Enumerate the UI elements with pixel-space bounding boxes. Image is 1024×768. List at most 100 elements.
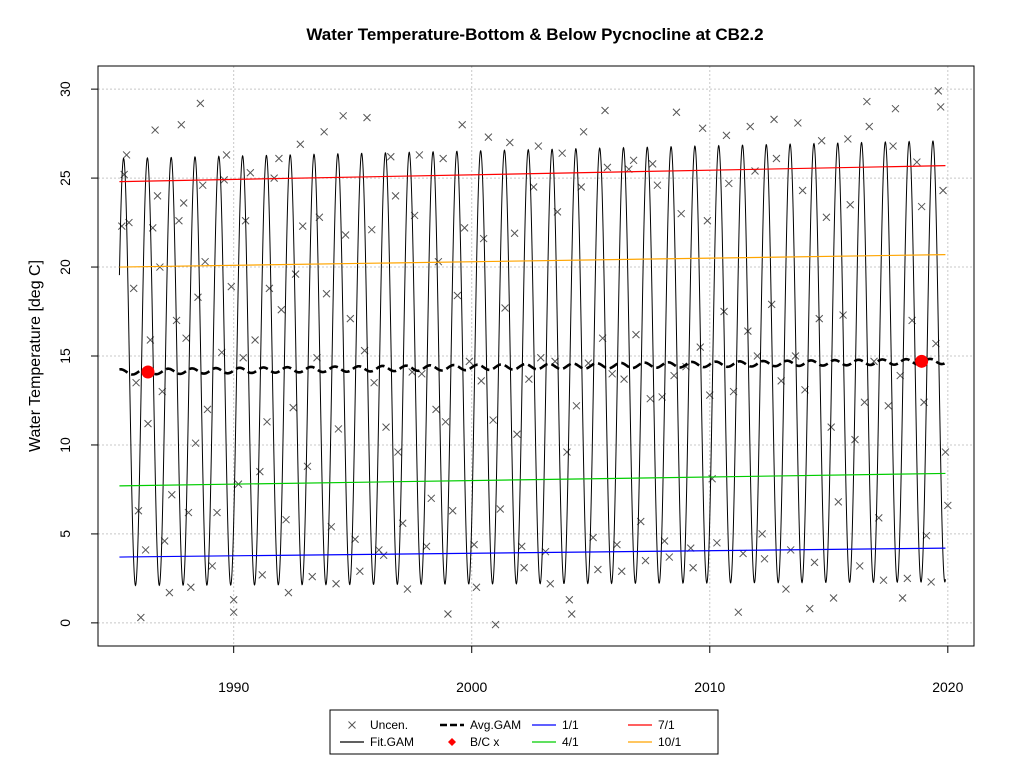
uncensored-point (682, 362, 690, 371)
uncensored-point (641, 556, 650, 565)
uncensored-point (782, 585, 790, 593)
legend-label: Uncen. (370, 718, 408, 732)
y-tick-label: 30 (57, 81, 73, 97)
uncensored-point (698, 124, 707, 133)
uncensored-point (479, 234, 488, 243)
uncensored-point (213, 508, 221, 517)
x-tick-label: 1990 (218, 679, 249, 695)
uncensored-point (339, 111, 348, 120)
legend: Uncen. Fit.GAM Avg.GAM B/C x 1/1 4/1 7/1 10/1 (329, 709, 719, 755)
uncensored-point (496, 505, 505, 513)
plot-marks (117, 87, 952, 629)
uncensored-point (546, 579, 555, 588)
uncensored-point (601, 106, 609, 115)
uncensored-point (670, 371, 678, 380)
legend-item: Avg.GAM (440, 718, 521, 732)
uncensored-point (422, 542, 431, 551)
uncensored-point (141, 546, 150, 554)
legend-x-marker (348, 721, 356, 729)
uncensored-point (525, 375, 533, 383)
uncensored-point (827, 423, 836, 432)
y-tick-label: 25 (57, 170, 73, 186)
uncensored-point (275, 154, 283, 163)
uncensored-point (258, 570, 267, 579)
uncensored-point (620, 375, 628, 383)
uncensored-point (439, 154, 448, 163)
series-7-1-line (119, 165, 946, 183)
legend-label: B/C x (470, 735, 499, 749)
uncensored-point (793, 119, 802, 127)
uncensored-point (222, 151, 231, 159)
axes: 1990 2000 2010 2020 0 5 10 15 20 25 30 (57, 81, 964, 695)
avg-gam-line (119, 357, 947, 376)
uncensored-point (941, 448, 950, 456)
x-tick-label: 2010 (694, 679, 725, 695)
uncensored-point (739, 549, 747, 558)
legend-item: B/C x (448, 735, 499, 749)
uncensored-point (536, 353, 545, 362)
y-tick-label: 15 (57, 348, 73, 364)
uncensored-point (520, 563, 528, 572)
uncensored-point (191, 439, 200, 448)
uncensored-point (817, 136, 826, 145)
uncensored-point (251, 336, 259, 344)
uncensored-point (391, 192, 400, 200)
uncensored-point (182, 334, 190, 343)
uncensored-point (703, 216, 712, 225)
uncensored-point (567, 610, 576, 618)
uncensored-point (196, 99, 205, 108)
uncensored-point (660, 537, 669, 545)
legend-label: 4/1 (562, 735, 579, 749)
uncensored-point (608, 369, 617, 378)
uncensored-point (165, 588, 174, 597)
legend-label: 10/1 (658, 735, 682, 749)
uncensored-point (415, 151, 424, 159)
uncensored-point (889, 142, 897, 150)
uncensored-point (470, 540, 478, 549)
uncensored-point (529, 183, 538, 191)
uncensored-point (296, 140, 305, 149)
uncensored-point (760, 554, 769, 563)
uncensored-point (379, 551, 388, 560)
uncensored-point (572, 401, 581, 410)
uncensored-point (677, 209, 686, 218)
uncensored-point (153, 192, 162, 200)
uncensored-point (334, 425, 343, 433)
uncensored-point (265, 284, 274, 293)
uncensored-point (903, 574, 912, 583)
uncensored-point (805, 604, 814, 613)
chart-title: Water Temperature-Bottom & Below Pycnocl… (306, 25, 763, 44)
uncensored-point (913, 158, 921, 166)
uncensored-point (934, 87, 943, 95)
uncensored-point (927, 578, 936, 586)
uncensored-point (289, 403, 298, 412)
legend-label: Avg.GAM (470, 718, 521, 732)
uncensored-point (194, 293, 202, 302)
uncensored-point (613, 540, 621, 549)
uncensored-point (594, 565, 602, 574)
uncensored-point (177, 120, 186, 129)
uncensored-point (822, 213, 831, 222)
uncensored-point (565, 595, 574, 604)
x-tick-label: 2020 (932, 679, 963, 695)
uncensored-point (563, 448, 571, 456)
uncensored-point (513, 430, 521, 439)
uncensored-point (724, 179, 733, 188)
uncensored-point (308, 572, 317, 581)
uncensored-point (758, 530, 766, 538)
uncensored-point (227, 282, 236, 291)
legend-item: 4/1 (532, 735, 579, 749)
legend-item: 1/1 (532, 718, 579, 732)
uncensored-point (432, 405, 440, 414)
legend-label: 7/1 (658, 718, 675, 732)
uncensored-point (884, 401, 893, 410)
uncensored-point (203, 405, 212, 414)
uncensored-point (201, 257, 209, 266)
uncensored-point (829, 594, 838, 602)
uncensored-point (477, 377, 486, 385)
x-tick-label: 2000 (456, 679, 487, 695)
legend-label: Fit.GAM (370, 735, 414, 749)
uncensored-point (936, 103, 945, 111)
uncensored-point (665, 553, 674, 561)
